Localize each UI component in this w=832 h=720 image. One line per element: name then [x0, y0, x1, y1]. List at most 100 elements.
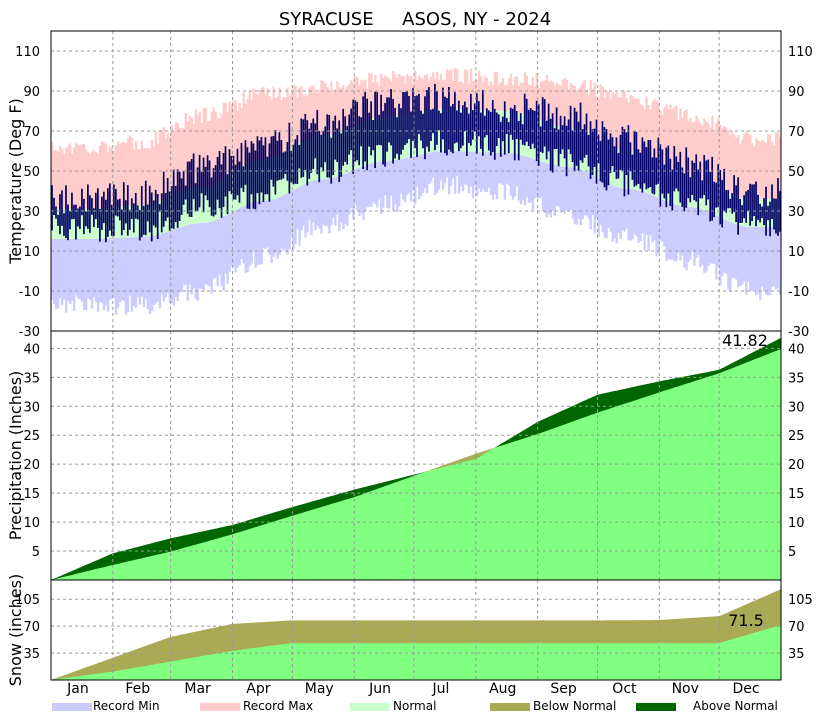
observed-bar: [661, 149, 664, 194]
record-max-bar: [262, 87, 265, 159]
record-max-bar: [621, 91, 624, 151]
observed-bar: [93, 208, 95, 228]
record-min-bar: [495, 152, 499, 200]
record-max-bar: [539, 81, 543, 121]
record-min-bar: [104, 238, 108, 306]
month-label: Feb: [125, 681, 150, 697]
record-min-bar: [501, 152, 505, 186]
precipitation-tick-label-right: 40: [788, 342, 805, 357]
record-min-bar: [679, 205, 682, 261]
record-min-bar: [741, 226, 744, 285]
observed-bar: [619, 134, 622, 170]
observed-bar: [547, 103, 550, 152]
record-min-bar: [535, 159, 539, 198]
temperature-tick-label-right: 10: [788, 245, 805, 260]
record-max-bar: [78, 144, 82, 209]
record-min-bar: [184, 225, 188, 285]
record-min-bar: [733, 223, 736, 278]
record-max-bar: [779, 136, 782, 199]
observed-bar: [336, 128, 339, 163]
record-min-bar: [252, 202, 255, 252]
record-min-bar: [202, 222, 205, 291]
observed-bar: [354, 100, 357, 162]
observed-bar: [120, 209, 123, 236]
record-min-bar: [559, 166, 563, 213]
precip-below-normal-area: [474, 453, 479, 460]
temperature-tick-label-right: -10: [788, 285, 809, 300]
record-max-bar: [735, 137, 738, 197]
record-min-bar: [625, 188, 628, 229]
record-max-bar: [589, 80, 592, 135]
record-max-bar: [290, 93, 293, 148]
record-max-bar: [208, 121, 211, 186]
record-max-bar: [683, 110, 686, 177]
record-min-bar: [673, 204, 676, 262]
record-min-bar: [731, 222, 734, 279]
observed-bar: [95, 192, 97, 220]
record-max-bar: [340, 87, 343, 132]
snow-tick-label-left: 105: [15, 593, 40, 608]
record-min-bar: [320, 179, 323, 234]
observed-bar: [595, 119, 598, 184]
snow-tick-label-left: 70: [23, 620, 40, 635]
record-max-bar: [306, 95, 309, 140]
record-min-bar: [344, 173, 347, 225]
observed-bar: [769, 201, 771, 237]
record-max-bar: [100, 141, 104, 208]
observed-bar: [473, 103, 476, 132]
observed-bar: [681, 167, 684, 207]
record-max-bar: [421, 78, 425, 112]
observed-bar: [523, 93, 526, 146]
observed-bar: [743, 195, 745, 219]
record-max-bar: [591, 88, 594, 136]
record-min-bar: [547, 163, 551, 214]
record-min-bar: [571, 167, 574, 219]
observed-bar: [527, 109, 530, 147]
record-max-bar: [731, 131, 734, 195]
record-min-bar: [316, 179, 319, 226]
observed-bar: [761, 206, 763, 219]
normal-bar: [216, 182, 219, 220]
record-min-bar: [356, 168, 359, 211]
record-min-bar: [455, 151, 459, 177]
normal-bar: [703, 180, 706, 211]
observed-bar: [775, 198, 777, 234]
record-min-bar: [250, 202, 253, 264]
record-max-bar: [232, 100, 235, 172]
record-max-bar: [777, 132, 780, 199]
observed-bar: [735, 185, 737, 223]
record-min-bar: [150, 235, 154, 312]
record-min-bar: [555, 165, 559, 206]
record-min-bar: [533, 159, 537, 199]
legend-item: Record Min: [52, 699, 160, 713]
record-min-bar: [194, 223, 198, 299]
observed-bar: [609, 133, 612, 174]
record-min-bar: [180, 226, 184, 293]
record-max-bar: [104, 143, 108, 208]
record-min-bar: [579, 169, 582, 226]
observed-bar: [499, 121, 502, 157]
observed-bar: [346, 126, 349, 165]
temperature-ylabel: Temperature (Deg F): [6, 98, 25, 265]
record-min-bar: [298, 186, 301, 246]
record-max-bar: [463, 69, 467, 110]
record-min-bar: [687, 206, 690, 262]
record-max-bar: [158, 130, 162, 202]
observed-bar: [200, 171, 203, 194]
record-min-bar: [569, 167, 572, 210]
observed-bar: [559, 115, 562, 154]
record-min-bar: [619, 187, 622, 240]
observed-bar: [529, 108, 532, 149]
observed-bar: [334, 115, 337, 160]
record-max-bar: [533, 86, 537, 119]
observed-bar: [396, 117, 398, 154]
record-min-bar: [677, 205, 680, 254]
record-min-bar: [64, 239, 68, 313]
record-min-bar: [220, 217, 223, 287]
record-max-bar: [465, 70, 469, 110]
record-max-bar: [102, 141, 106, 208]
record-min-bar: [511, 153, 515, 200]
normal-bar: [72, 209, 76, 239]
observed-bar: [290, 150, 293, 183]
observed-bar: [298, 144, 301, 169]
